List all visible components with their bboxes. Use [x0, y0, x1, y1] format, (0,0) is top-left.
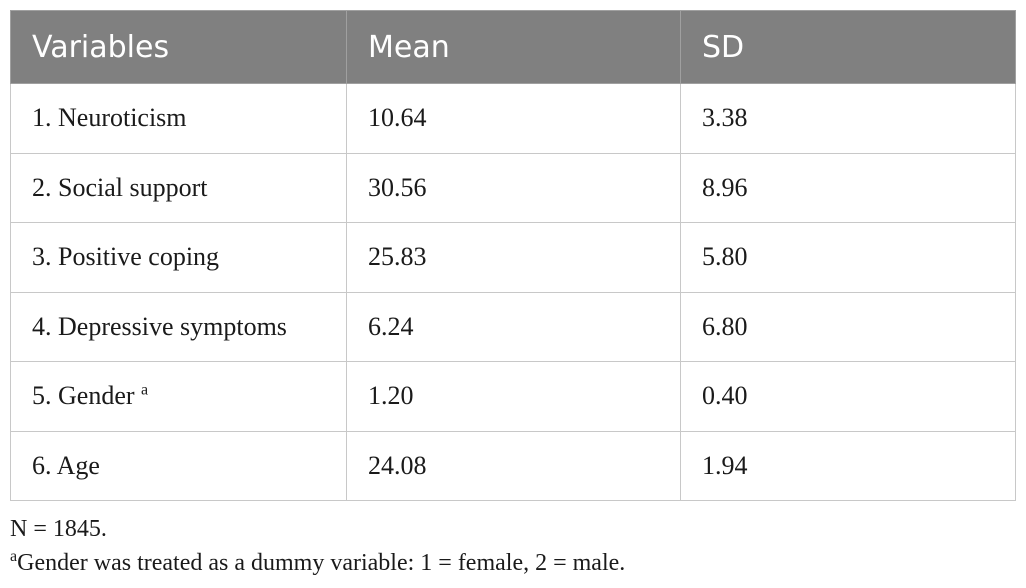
- table-row: 3. Positive coping 25.83 5.80: [10, 222, 1016, 293]
- footnote-text: Gender was treated as a dummy variable: …: [17, 550, 626, 576]
- descriptive-statistics-table: Variables Mean SD 1. Neuroticism 10.64 3…: [10, 10, 1016, 501]
- sd-cell: 3.38: [680, 83, 1016, 154]
- mean-cell: 10.64: [346, 83, 681, 154]
- mean-cell: 24.08: [346, 430, 681, 501]
- variable-cell: 6. Age: [10, 430, 347, 501]
- sd-cell: 6.80: [680, 291, 1016, 362]
- mean-cell: 25.83: [346, 222, 681, 293]
- variable-cell: 3. Positive coping: [10, 222, 347, 293]
- variable-label: 2. Social support: [32, 172, 208, 202]
- variable-cell: 1. Neuroticism: [10, 83, 347, 154]
- table-row: 1. Neuroticism 10.64 3.38: [10, 83, 1016, 154]
- header-sd: SD: [680, 10, 1016, 84]
- variable-cell: 2. Social support: [10, 152, 347, 223]
- header-mean: Mean: [346, 10, 681, 84]
- mean-cell: 30.56: [346, 152, 681, 223]
- footnote: aGender was treated as a dummy variable:…: [10, 546, 625, 580]
- mean-cell: 6.24: [346, 291, 681, 362]
- variable-label: 6. Age: [32, 450, 100, 480]
- table-row: 2. Social support 30.56 8.96: [10, 152, 1016, 223]
- variable-cell: 5. Gender a: [10, 361, 347, 432]
- descriptive-statistics-table-container: Variables Mean SD 1. Neuroticism 10.64 3…: [10, 10, 1016, 501]
- table-row: 4. Depressive symptoms 6.24 6.80: [10, 291, 1016, 362]
- sd-cell: 8.96: [680, 152, 1016, 223]
- footnote-marker: a: [10, 548, 18, 565]
- sd-cell: 0.40: [680, 361, 1016, 432]
- header-variables: Variables: [10, 10, 347, 84]
- sd-cell: 1.94: [680, 430, 1016, 501]
- table-notes: N = 1845. aGender was treated as a dummy…: [10, 512, 625, 580]
- mean-cell: 1.20: [346, 361, 681, 432]
- variable-label: 1. Neuroticism: [32, 103, 187, 133]
- sd-cell: 5.80: [680, 222, 1016, 293]
- variable-label: 4. Depressive symptoms: [32, 311, 287, 341]
- table-row: 6. Age 24.08 1.94: [10, 430, 1016, 501]
- table-row: 5. Gender a 1.20 0.40: [10, 361, 1016, 432]
- footnote-marker: a: [141, 381, 149, 399]
- variable-cell: 4. Depressive symptoms: [10, 291, 347, 362]
- variable-label: 5. Gender: [32, 381, 142, 411]
- table-header-row: Variables Mean SD: [10, 10, 1016, 84]
- sample-size-note: N = 1845.: [10, 516, 107, 542]
- variable-label: 3. Positive coping: [32, 242, 220, 272]
